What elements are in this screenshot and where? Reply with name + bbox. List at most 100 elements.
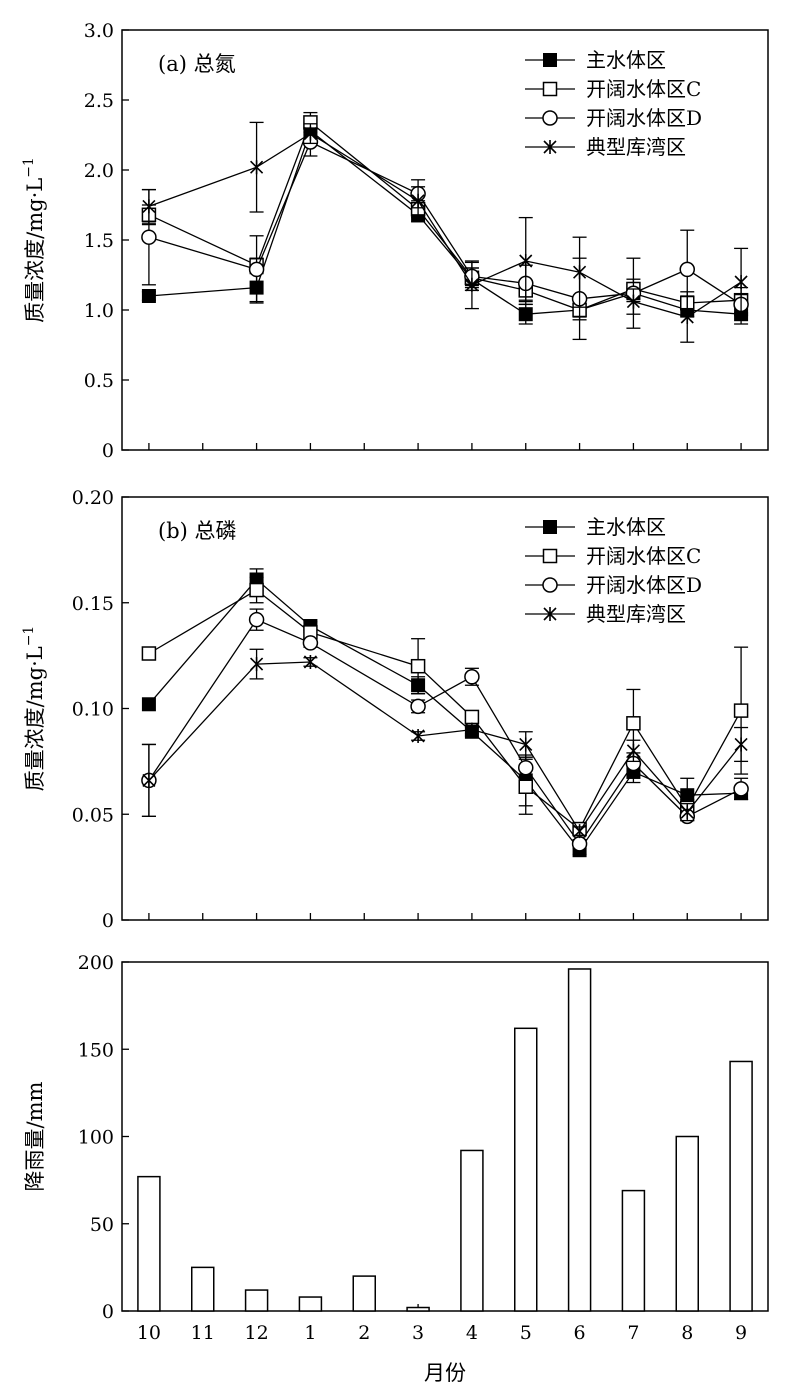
y-tick-label: 1.0 <box>84 300 114 322</box>
star-marker <box>573 265 587 280</box>
legend-entry: 主水体区 <box>586 515 666 539</box>
series-line <box>148 661 742 833</box>
x-tick-label: 6 <box>574 1322 586 1344</box>
star-marker <box>519 737 533 752</box>
open-square-marker <box>626 716 641 731</box>
open-circle-marker <box>733 781 749 797</box>
x-tick-label: 7 <box>627 1322 639 1344</box>
legend-entry: 典型库湾区 <box>586 135 686 159</box>
open-circle-marker <box>542 110 558 126</box>
bar <box>137 1175 161 1312</box>
open-square-marker <box>542 548 558 564</box>
series-3 <box>141 121 749 343</box>
series-line <box>148 578 742 852</box>
series-line <box>148 618 742 846</box>
legend-entry: 开阔水体区C <box>586 77 701 101</box>
star-marker <box>519 254 533 268</box>
star-marker <box>303 654 317 669</box>
y-tick-label: 0 <box>102 440 114 462</box>
star-marker <box>680 805 694 820</box>
series-2 <box>141 608 749 852</box>
y-tick-label: 2.5 <box>84 90 114 112</box>
panel-2-bars <box>137 968 753 1312</box>
x-tick-label: 12 <box>244 1322 268 1344</box>
panel-0-axes: 0 0.5 1.0 1.5 2.0 2.5 3.0 质量浓度/mg·L−1 <box>21 20 769 462</box>
open-circle-marker <box>302 635 319 651</box>
open-square-marker <box>249 582 264 598</box>
bar <box>621 1189 646 1312</box>
filled-square-marker <box>141 289 156 303</box>
star-marker <box>680 310 694 324</box>
legend-entry: 开阔水体区D <box>586 106 702 130</box>
star-marker <box>626 294 640 309</box>
x-tick-label: 2 <box>358 1322 370 1344</box>
star-marker <box>465 277 479 292</box>
star-marker <box>303 126 317 141</box>
bar <box>298 1296 323 1312</box>
bar <box>514 1027 538 1312</box>
filled-square-marker <box>543 520 557 534</box>
open-square-marker <box>410 658 426 674</box>
star-marker <box>142 199 156 214</box>
star-marker <box>734 737 748 752</box>
x-tick-label: 8 <box>681 1322 693 1344</box>
panel-label: (a) 总氮 <box>158 52 236 76</box>
bar <box>191 1266 215 1312</box>
series-line <box>148 589 742 831</box>
filled-square-marker <box>543 53 557 67</box>
bar <box>675 1135 699 1312</box>
bar <box>352 1275 376 1312</box>
open-circle-marker <box>464 669 480 685</box>
star-marker <box>573 824 587 839</box>
legend-entry: 典型库湾区 <box>586 602 686 626</box>
star-marker <box>250 160 264 175</box>
star-marker <box>543 140 557 154</box>
x-tick-label: 11 <box>191 1322 215 1344</box>
x-axis-label: 月份 <box>424 1361 466 1385</box>
series-2 <box>141 127 749 341</box>
star-marker <box>543 607 557 621</box>
series-3 <box>141 648 749 839</box>
y-tick-label: 150 <box>78 1039 114 1061</box>
star-marker <box>465 722 479 737</box>
y-axis-label-text: 质量浓度/mg·L <box>23 646 47 791</box>
x-tick-label: 9 <box>735 1322 747 1344</box>
open-square-marker <box>542 81 558 97</box>
bar <box>567 968 592 1312</box>
y-axis-label: 质量浓度/mg·L−1 <box>21 157 47 323</box>
y-tick-label: 0.15 <box>72 593 114 615</box>
y-axis-label-text: 质量浓度/mg·L <box>23 178 47 323</box>
star-marker <box>411 193 425 208</box>
open-circle-marker <box>679 261 695 278</box>
y-axis-label-superscript: −1 <box>21 157 37 178</box>
series-line <box>148 121 742 311</box>
open-circle-marker <box>248 611 265 628</box>
x-tick-label: 10 <box>137 1322 161 1344</box>
y-axis-label-superscript: −1 <box>21 626 37 647</box>
series-line <box>148 132 742 318</box>
y-tick-label: 0.5 <box>84 370 114 392</box>
panel-label: (b) 总磷 <box>158 519 237 543</box>
open-circle-marker <box>248 261 265 278</box>
open-square-marker <box>518 779 533 795</box>
y-axis-label: 质量浓度/mg·L−1 <box>21 626 47 792</box>
x-tick-label: 1 <box>304 1322 316 1344</box>
filled-square-marker <box>518 307 533 322</box>
bar <box>406 1306 430 1312</box>
y-axis-label: 降雨量/mm <box>23 1081 47 1191</box>
y-axis-label-text: 降雨量/mm <box>23 1081 47 1191</box>
y-tick-label: 100 <box>78 1127 114 1149</box>
bar <box>729 1060 753 1312</box>
y-tick-label: 2.0 <box>84 160 114 182</box>
open-square-marker <box>733 703 749 718</box>
y-tick-label: 50 <box>90 1214 114 1236</box>
panel-1-axes: 0 0.05 0.10 0.15 0.20 质量浓度/mg·L−1 <box>21 487 769 932</box>
y-tick-label: 0.05 <box>72 804 114 826</box>
star-marker <box>411 728 425 743</box>
filled-square-marker <box>141 697 156 712</box>
